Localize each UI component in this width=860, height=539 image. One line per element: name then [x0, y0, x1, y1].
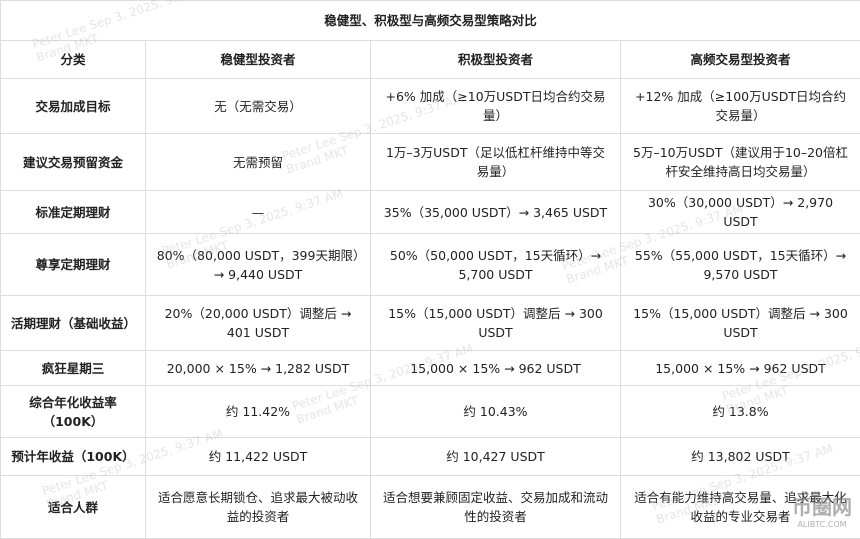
- cell: 约 10.43%: [371, 386, 621, 438]
- cell: 无需预留: [146, 134, 371, 191]
- table-row: 综合年化收益率（100K）约 11.42%约 10.43%约 13.8%: [1, 386, 860, 438]
- site-logo: 币圈网 ALIBTC.COM: [792, 491, 852, 529]
- logo-url: ALIBTC.COM: [792, 520, 852, 529]
- title-row: 稳健型、积极型与高频交易型策略对比: [1, 1, 860, 41]
- cell: 约 10,427 USDT: [371, 438, 621, 476]
- row-label: 活期理财（基础收益）: [1, 296, 146, 351]
- cell: 20,000 × 15% → 1,282 USDT: [146, 351, 371, 386]
- cell: 无（无需交易）: [146, 79, 371, 134]
- column-header: 高频交易型投资者: [621, 41, 860, 79]
- row-label: 适合人群: [1, 476, 146, 539]
- cell: 15,000 × 15% → 962 USDT: [621, 351, 860, 386]
- cell: 30%（30,000 USDT）→ 2,970 USDT: [621, 191, 860, 234]
- row-label: 建议交易预留资金: [1, 134, 146, 191]
- cell: 5万–10万USDT（建议用于10–20倍杠杆安全维持高日均交易量）: [621, 134, 860, 191]
- table-row: 适合人群适合愿意长期锁仓、追求最大被动收益的投资者适合想要兼顾固定收益、交易加成…: [1, 476, 860, 539]
- cell: 35%（35,000 USDT）→ 3,465 USDT: [371, 191, 621, 234]
- row-label: 预计年收益（100K）: [1, 438, 146, 476]
- cell: 约 11.42%: [146, 386, 371, 438]
- cell: 适合想要兼顾固定收益、交易加成和流动性的投资者: [371, 476, 621, 539]
- column-header: 稳健型投资者: [146, 41, 371, 79]
- cell: 约 11,422 USDT: [146, 438, 371, 476]
- cell: +6% 加成（≥10万USDT日均合约交易量）: [371, 79, 621, 134]
- cell: 55%（55,000 USDT，15天循环）→ 9,570 USDT: [621, 234, 860, 296]
- header-row: 分类稳健型投资者积极型投资者高频交易型投资者: [1, 41, 860, 79]
- logo-name: 币圈网: [792, 491, 852, 520]
- cell: 1万–3万USDT（足以低杠杆维持中等交易量）: [371, 134, 621, 191]
- cell: 15%（15,000 USDT）调整后 → 300 USDT: [621, 296, 860, 351]
- row-label: 交易加成目标: [1, 79, 146, 134]
- cell: 15,000 × 15% → 962 USDT: [371, 351, 621, 386]
- cell: —: [146, 191, 371, 234]
- row-label: 标准定期理财: [1, 191, 146, 234]
- cell: 约 13.8%: [621, 386, 860, 438]
- table-row: 活期理财（基础收益）20%（20,000 USDT）调整后 → 401 USDT…: [1, 296, 860, 351]
- cell: 80%（80,000 USDT，399天期限）→ 9,440 USDT: [146, 234, 371, 296]
- cell: 15%（15,000 USDT）调整后 → 300 USDT: [371, 296, 621, 351]
- row-label: 尊享定期理财: [1, 234, 146, 296]
- cell: 适合愿意长期锁仓、追求最大被动收益的投资者: [146, 476, 371, 539]
- cell: 50%（50,000 USDT，15天循环）→ 5,700 USDT: [371, 234, 621, 296]
- table-title: 稳健型、积极型与高频交易型策略对比: [1, 1, 860, 41]
- cell: 约 13,802 USDT: [621, 438, 860, 476]
- row-label: 疯狂星期三: [1, 351, 146, 386]
- row-label: 综合年化收益率（100K）: [1, 386, 146, 438]
- table-row: 交易加成目标无（无需交易）+6% 加成（≥10万USDT日均合约交易量）+12%…: [1, 79, 860, 134]
- column-header: 分类: [1, 41, 146, 79]
- column-header: 积极型投资者: [371, 41, 621, 79]
- cell: +12% 加成（≥100万USDT日均合约交易量）: [621, 79, 860, 134]
- cell: 20%（20,000 USDT）调整后 → 401 USDT: [146, 296, 371, 351]
